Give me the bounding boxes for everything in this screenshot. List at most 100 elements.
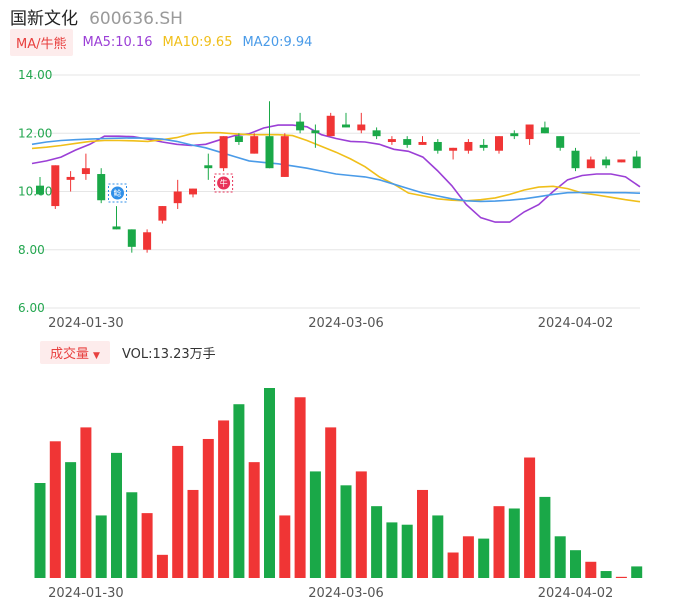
candle [571, 147, 580, 172]
marker-label: 鲶 [114, 188, 122, 198]
candle [372, 127, 381, 140]
x-tick-label: 2024-03-06 [308, 316, 384, 331]
volume-bar [49, 441, 61, 578]
candle [189, 188, 197, 198]
x-tick-label: 2024-01-30 [48, 586, 124, 601]
candle-body [234, 136, 243, 142]
volume-bar [539, 496, 551, 578]
ma-line-ma20 [31, 137, 641, 203]
volume-bar [294, 397, 306, 578]
candle [403, 136, 412, 148]
volume-bar [432, 515, 444, 578]
volume-bar [141, 513, 153, 578]
candle-body [204, 165, 213, 169]
volume-bar [264, 388, 275, 578]
candle [112, 206, 121, 230]
ma-indicator-selector[interactable]: MA/牛熊 [10, 28, 73, 56]
volume-bar [371, 506, 383, 578]
candle [311, 124, 320, 148]
x-tick-label: 2024-01-30 [48, 316, 124, 331]
candle [387, 136, 396, 145]
y-tick-label: 8.00 [18, 243, 45, 257]
candle [586, 156, 595, 169]
candle-body [479, 144, 488, 148]
marker-frame [108, 183, 127, 203]
candle [479, 139, 488, 151]
volume-bar [218, 420, 230, 578]
volume-bar [462, 536, 474, 578]
candle [219, 136, 228, 172]
volume-bar [233, 404, 245, 578]
candle [418, 136, 427, 145]
y-tick-label: 12.00 [18, 126, 52, 140]
candle-body [219, 136, 228, 169]
candle [540, 121, 549, 134]
volume-bar [126, 492, 138, 578]
candle-body [357, 124, 366, 131]
candle-body [97, 174, 106, 201]
candle-body [51, 165, 60, 207]
candle [433, 139, 442, 154]
volume-indicator-selector[interactable]: 成交量 ▼ [40, 341, 110, 364]
candle [265, 101, 274, 169]
candle-body [66, 176, 75, 180]
candle-body [250, 136, 259, 154]
volume-bar [156, 554, 168, 578]
candle [127, 229, 136, 253]
candle [280, 133, 289, 177]
ma20-legend: MA20:9.94 [242, 34, 313, 50]
candle-body [418, 141, 427, 145]
fish-icon: 鲶 [108, 183, 127, 203]
volume-bar [585, 561, 597, 578]
candle [357, 112, 366, 134]
volume-bar [554, 536, 566, 578]
volume-bar [248, 462, 260, 578]
volume-bar [600, 571, 612, 578]
volume-bar [279, 515, 291, 578]
ox-icon: 牛 [214, 173, 234, 193]
volume-bar [95, 515, 107, 578]
y-tick-label: 14.00 [18, 68, 52, 82]
candle-body [556, 136, 565, 148]
candle-body [540, 127, 549, 134]
candle-body [495, 136, 503, 151]
stock-title: 国新文化 600636.SH [10, 4, 183, 29]
candle-body [158, 206, 167, 221]
candle-body [586, 159, 595, 169]
candle [525, 124, 534, 145]
candle [234, 133, 243, 145]
candle-body [311, 130, 320, 134]
candle [66, 171, 75, 192]
candle [556, 136, 565, 151]
candle-body [510, 133, 519, 137]
ma-line-ma5 [31, 124, 641, 223]
candle [173, 179, 182, 209]
candle-body [173, 191, 182, 204]
marker-dot [111, 186, 124, 200]
volume-bar [493, 506, 505, 578]
candle-body [464, 141, 473, 151]
volume-bar [524, 457, 536, 578]
volume-bar [401, 524, 413, 578]
volume-bar [631, 566, 643, 578]
y-tick-label: 6.00 [18, 301, 45, 315]
candle-body [81, 168, 90, 175]
candle [632, 150, 641, 169]
candle-body [617, 159, 626, 163]
volume-bar [417, 489, 428, 578]
candle [602, 156, 611, 169]
candle-body [189, 188, 197, 195]
candle-body [602, 159, 611, 166]
ma-legend: MA/牛熊 MA5:10.16 MA10:9.65 MA20:9.94 [10, 28, 313, 56]
volume-bar [80, 427, 92, 578]
stock-code: 600636.SH [89, 9, 183, 29]
candle [158, 206, 167, 224]
candle [36, 176, 44, 195]
candle-body [326, 115, 335, 137]
marker-dot [217, 176, 231, 190]
marker-label: 牛 [220, 178, 228, 188]
candle-body [112, 226, 121, 230]
candle-body [127, 229, 136, 247]
candle [510, 130, 519, 140]
